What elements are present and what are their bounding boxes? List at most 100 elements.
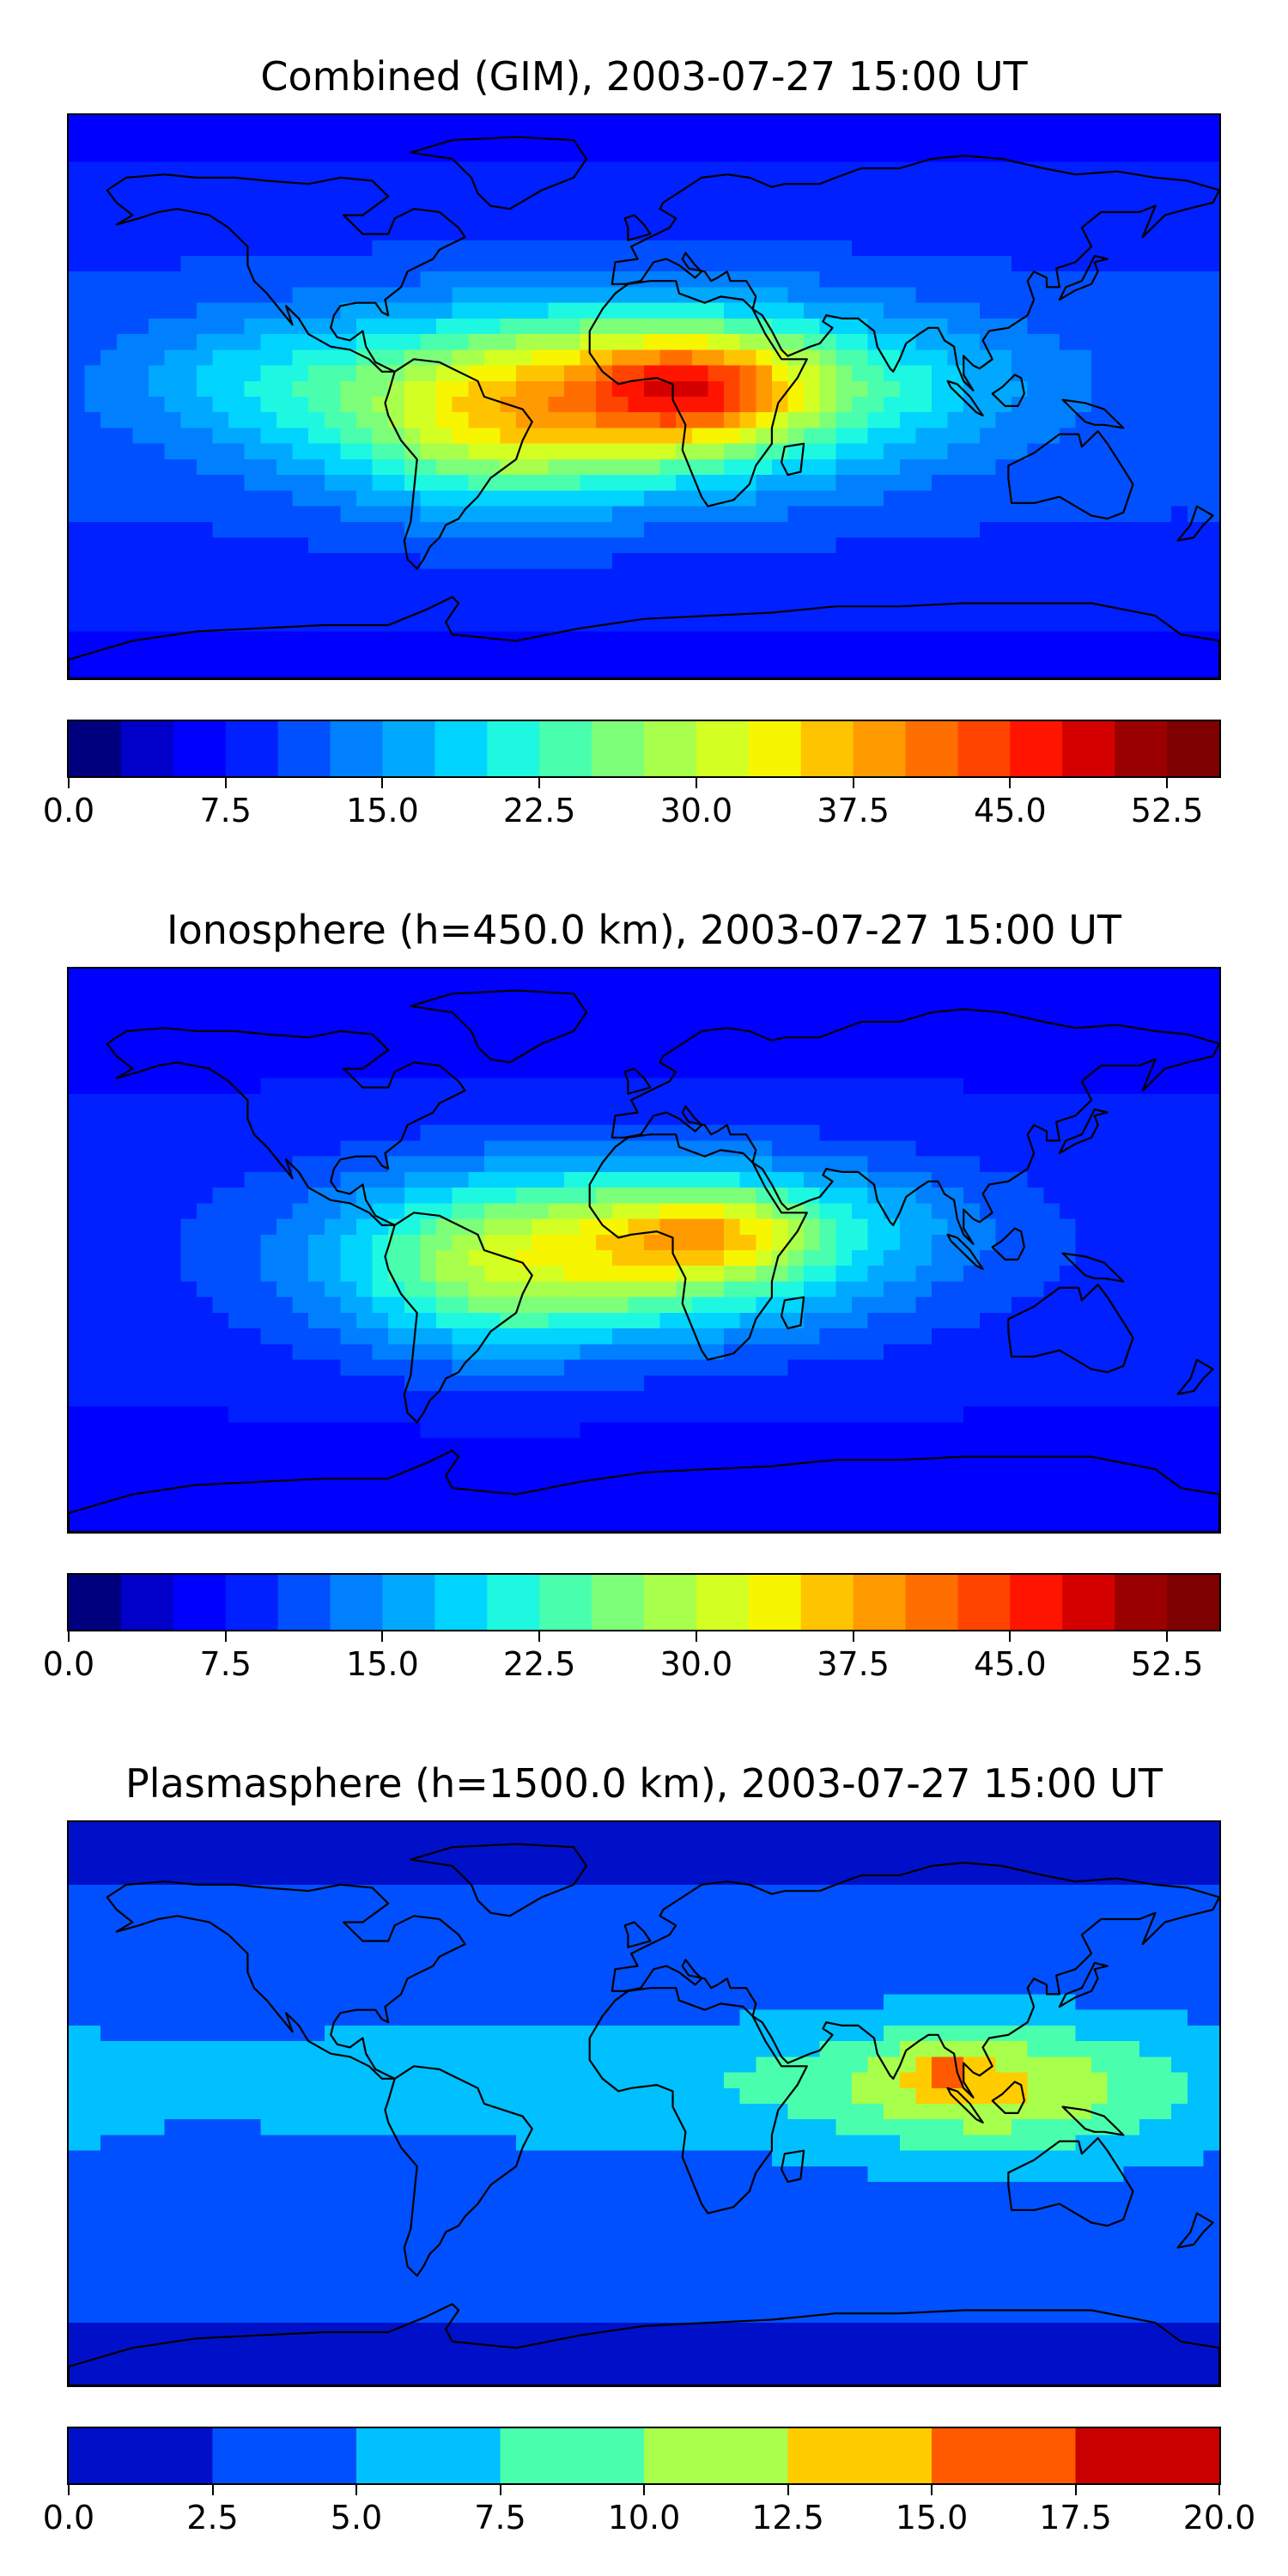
field-cell (835, 115, 853, 131)
field-cell (69, 1312, 86, 1329)
field-cell (132, 271, 149, 289)
field-cell (356, 521, 374, 538)
field-cell (164, 146, 181, 163)
field-cell (884, 349, 901, 367)
field-cell (212, 1453, 229, 1470)
field-cell (308, 506, 325, 523)
field-cell (132, 538, 149, 554)
field-cell (835, 506, 853, 523)
field-cell (548, 1156, 565, 1173)
field-cell (483, 1266, 501, 1283)
field-cell (995, 459, 1012, 476)
field-cell (739, 1093, 756, 1110)
field-cell (84, 1359, 101, 1376)
field-cell (1171, 1093, 1188, 1110)
field-cell (724, 365, 741, 382)
field-cell (963, 553, 981, 570)
field-cell (580, 1234, 597, 1251)
field-cell (228, 584, 246, 601)
field-cell (1139, 1375, 1157, 1392)
field-cell (228, 302, 246, 319)
field-cell (771, 209, 789, 226)
field-cell (580, 631, 597, 648)
field-cell (932, 616, 949, 632)
field-cell (563, 490, 581, 507)
field-cell (420, 302, 437, 319)
field-cell (676, 599, 693, 617)
field-cell (548, 1109, 565, 1126)
field-cell (180, 443, 197, 460)
field-cell (1171, 443, 1188, 460)
field-cell (787, 428, 805, 445)
field-cell (260, 1391, 277, 1407)
field-cell (867, 647, 884, 664)
field-cell (180, 1140, 197, 1157)
field-cell (69, 553, 86, 570)
field-cell (149, 380, 166, 398)
field-cell (947, 271, 964, 289)
field-cell (819, 1437, 836, 1455)
field-cell (884, 1406, 901, 1424)
field-cell (276, 538, 294, 554)
field-cell (500, 287, 517, 304)
field-cell (915, 1030, 933, 1048)
field-cell (644, 553, 661, 570)
field-cell (724, 1093, 741, 1110)
field-cell (100, 334, 118, 350)
field-cell (899, 999, 916, 1017)
field-cell (308, 131, 325, 148)
field-cell (724, 1062, 741, 1079)
field-cell (100, 521, 118, 538)
field-cell (771, 1047, 789, 1063)
field-cell (1107, 1250, 1124, 1267)
field-cell (915, 1266, 933, 1283)
field-cell (452, 146, 469, 163)
field-cell (932, 999, 949, 1017)
field-cell (1012, 240, 1029, 257)
field-cell (1043, 584, 1060, 601)
field-cell (196, 1234, 214, 1251)
field-cell (132, 1281, 149, 1298)
field-cell (132, 1047, 149, 1063)
field-cell (580, 969, 597, 985)
field-cell (292, 428, 309, 445)
field-cell (691, 631, 709, 648)
panel-2-title: Ionosphere (h=450.0 km), 2003-07-27 15:0… (167, 907, 1121, 953)
field-cell (132, 240, 149, 257)
field-cell (884, 177, 901, 194)
field-cell (500, 475, 517, 491)
field-cell (276, 490, 294, 507)
field-cell (1043, 631, 1060, 648)
field-cell (1171, 662, 1188, 678)
field-cell (308, 616, 325, 632)
field-cell (756, 428, 773, 445)
field-cell (244, 459, 261, 476)
field-cell (292, 1140, 309, 1157)
field-cell (787, 631, 805, 648)
panel-2-map-svg (69, 969, 1219, 1532)
field-cell (1187, 662, 1204, 678)
field-cell (979, 1015, 997, 1032)
field-cell (1027, 1250, 1044, 1267)
field-cell (1155, 647, 1172, 664)
field-cell (708, 1109, 725, 1126)
field-cell (884, 1266, 901, 1283)
field-cell (851, 1469, 869, 1485)
field-cell (771, 224, 789, 241)
field-cell (851, 443, 869, 460)
field-cell (84, 412, 101, 429)
field-cell (1075, 490, 1092, 507)
field-cell (388, 1437, 405, 1455)
field-cell (388, 334, 405, 350)
field-cell (372, 969, 389, 985)
field-cell (500, 1030, 517, 1048)
field-cell (308, 1422, 325, 1439)
field-cell (228, 1218, 246, 1236)
field-cell (724, 1250, 741, 1267)
field-cell (100, 161, 118, 179)
field-cell (947, 1266, 964, 1283)
field-cell (947, 1359, 964, 1376)
field-cell (100, 131, 118, 148)
field-cell (212, 1266, 229, 1283)
field-cell (963, 397, 981, 413)
